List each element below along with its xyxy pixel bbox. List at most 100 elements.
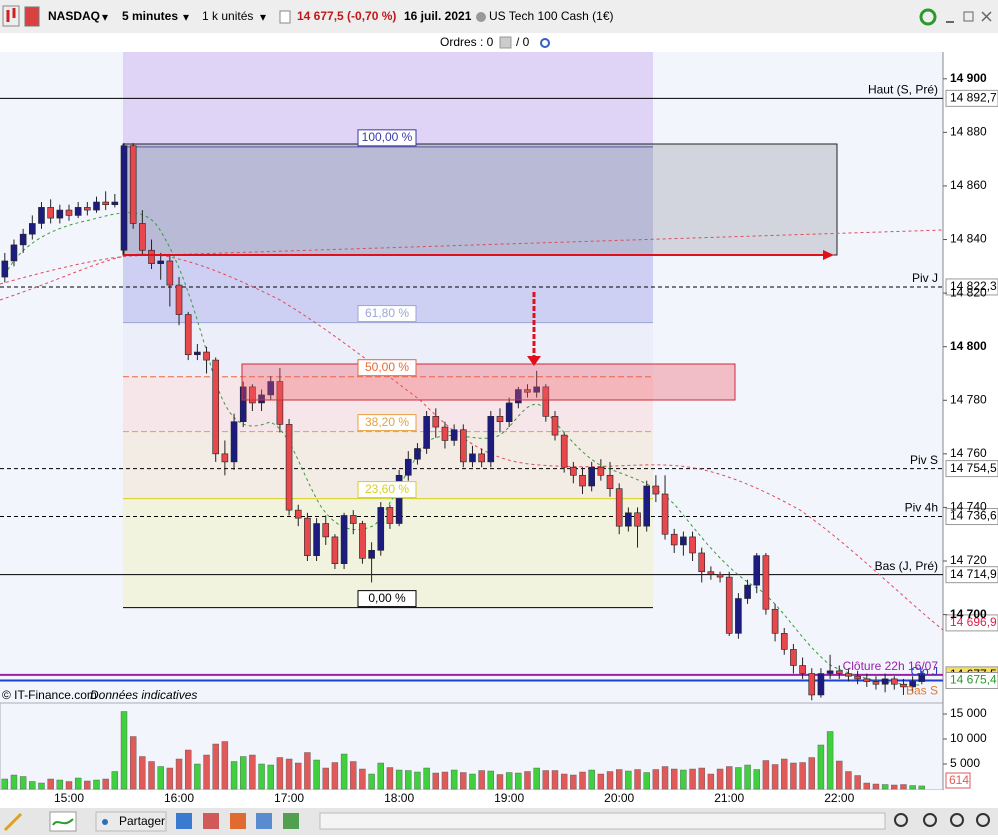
price-axis — [943, 52, 998, 808]
candle-body — [304, 517, 311, 556]
volume-bar — [900, 784, 907, 790]
maximize-button[interactable] — [963, 11, 974, 22]
volume-bar — [698, 767, 705, 790]
symbol-icon[interactable] — [24, 6, 40, 27]
volume-bar — [505, 772, 513, 790]
candle-body — [450, 429, 458, 441]
volume-bar — [56, 779, 64, 790]
candle-body — [670, 533, 678, 546]
draw-tool[interactable] — [3, 812, 23, 832]
candle-body — [65, 209, 73, 216]
pending-icon[interactable] — [540, 38, 550, 48]
candle-body — [597, 466, 605, 476]
zoom-in-button[interactable] — [950, 813, 964, 827]
levels — [0, 97, 943, 682]
candle-body — [560, 434, 568, 468]
tool-button[interactable] — [230, 813, 246, 829]
volume-bar — [579, 771, 586, 790]
level-value: 14 754,5 — [950, 461, 997, 475]
size[interactable]: 1 k unités — [202, 9, 253, 23]
candle-body — [735, 598, 742, 634]
volume-bar — [304, 752, 311, 790]
zoom-out-button[interactable] — [923, 813, 937, 827]
volume-bar — [487, 770, 495, 790]
volume-bar — [891, 784, 898, 790]
volume-bar — [735, 767, 742, 790]
tool-button[interactable] — [283, 813, 299, 829]
volume-bar — [405, 770, 412, 790]
dropdown-arrow[interactable]: ▾ — [260, 10, 266, 24]
candle-body — [340, 515, 348, 564]
checkbox[interactable] — [279, 10, 291, 24]
candle-body — [148, 249, 155, 264]
volume-bar — [249, 754, 256, 790]
candle-body — [533, 386, 540, 393]
volume-bar — [221, 741, 229, 790]
dropdown-arrow[interactable]: ▾ — [102, 10, 108, 24]
tool-button[interactable] — [176, 813, 192, 829]
y-tick-label: 14 800 — [950, 339, 987, 353]
candle-body — [496, 416, 504, 423]
tool-button[interactable] — [203, 813, 219, 829]
y-tick-label: 14 760 — [950, 446, 987, 460]
volume-bar — [267, 764, 274, 790]
close-button[interactable] — [981, 11, 992, 22]
indicator-button[interactable] — [49, 811, 77, 832]
y-tick-label: 10 000 — [950, 731, 987, 745]
volume-bar — [845, 771, 852, 790]
candle-body — [414, 448, 421, 460]
x-tick-label: 16:00 — [164, 791, 194, 805]
orders-icon[interactable] — [499, 36, 512, 49]
orders-bar — [0, 33, 998, 52]
candle-body — [102, 201, 109, 206]
candle-body — [285, 424, 293, 511]
volume-bar — [276, 757, 284, 790]
volume-bar — [313, 759, 320, 790]
level-name: Clo J — [911, 665, 938, 679]
dropdown-arrow[interactable]: ▾ — [183, 10, 189, 24]
volume-bar — [386, 767, 394, 790]
volume-bar — [588, 769, 595, 790]
labels: 100,00 % 61,80 % 50,00 % 38,20 % 23,60 % 0,00… — [357, 83, 998, 698]
level-value: 14 714,9 — [950, 567, 997, 581]
volume-bar — [771, 764, 779, 790]
candle-body — [634, 512, 641, 527]
tool-button[interactable] — [256, 813, 272, 829]
chart-type-button[interactable] — [2, 5, 20, 27]
volume-bar — [606, 771, 614, 790]
volume-bar — [102, 778, 109, 790]
date: 16 juil. 2021 — [404, 9, 472, 23]
candle-body — [74, 207, 82, 216]
refresh-button[interactable] — [919, 8, 937, 26]
candle-body — [524, 389, 531, 393]
fib-label-box — [357, 414, 417, 432]
zoom-reset-button[interactable] — [976, 813, 990, 827]
volume-bar — [359, 768, 366, 790]
zoom-button[interactable] — [894, 813, 908, 827]
candle-body — [615, 488, 623, 527]
candle-body — [349, 515, 357, 524]
level-value: 14 892,7 — [950, 91, 997, 105]
share-label[interactable]: Partager — [119, 814, 165, 828]
share-button[interactable] — [95, 811, 167, 832]
volume-bar — [84, 780, 91, 790]
candle-body — [249, 386, 256, 404]
volume-bar — [515, 772, 522, 790]
candle-body — [487, 416, 495, 463]
level-value-box — [945, 89, 998, 107]
level-name: Bas S — [906, 684, 938, 698]
volume-bar — [129, 736, 137, 790]
volume-bar — [212, 743, 219, 790]
orders-label: Ordres : 0 — [440, 35, 494, 49]
scrollbar[interactable] — [319, 812, 886, 830]
interval[interactable]: 5 minutes — [122, 9, 178, 23]
candle-body — [872, 681, 880, 685]
volume-bar — [120, 711, 128, 790]
drawn-zone — [241, 363, 736, 401]
symbol[interactable]: NASDAQ — [48, 9, 100, 23]
candle-body — [267, 381, 275, 396]
candle-body — [625, 512, 632, 527]
candle-body — [725, 576, 733, 634]
volume-bar — [331, 762, 339, 790]
